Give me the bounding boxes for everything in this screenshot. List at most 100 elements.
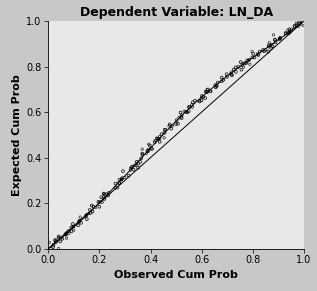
Point	[117, 181, 122, 185]
Point	[244, 61, 249, 65]
Point	[250, 55, 255, 60]
Point	[294, 21, 299, 26]
Point	[252, 55, 257, 60]
Point	[152, 138, 158, 143]
Point	[101, 191, 106, 196]
Point	[174, 122, 179, 126]
Point	[64, 231, 69, 235]
Title: Dependent Variable: LN_DA: Dependent Variable: LN_DA	[80, 6, 273, 19]
Point	[159, 132, 164, 136]
Point	[283, 31, 288, 36]
Point	[56, 234, 61, 239]
Point	[269, 42, 274, 47]
Point	[245, 58, 250, 63]
Point	[179, 113, 184, 118]
Point	[174, 118, 179, 123]
Point	[91, 204, 96, 209]
Point	[296, 24, 301, 29]
Y-axis label: Expected Cum Prob: Expected Cum Prob	[12, 74, 22, 196]
Point	[166, 124, 171, 128]
Point	[278, 36, 283, 40]
Point	[83, 214, 88, 218]
Point	[285, 28, 290, 32]
Point	[297, 19, 302, 24]
Point	[71, 228, 76, 233]
Point	[277, 37, 282, 41]
Point	[241, 65, 246, 69]
Point	[170, 123, 175, 128]
Point	[119, 177, 124, 182]
Point	[69, 225, 74, 230]
Point	[240, 63, 245, 68]
Point	[146, 149, 151, 153]
X-axis label: Observed Cum Prob: Observed Cum Prob	[114, 270, 238, 280]
Point	[76, 219, 81, 224]
Point	[287, 30, 292, 35]
Point	[131, 167, 136, 172]
Point	[104, 192, 109, 196]
Point	[58, 239, 63, 244]
Point	[266, 49, 271, 54]
Point	[298, 22, 303, 26]
Point	[251, 52, 256, 56]
Point	[47, 240, 52, 245]
Point	[301, 23, 306, 28]
Point	[132, 163, 137, 168]
Point	[134, 159, 139, 164]
Point	[270, 44, 275, 48]
Point	[186, 109, 191, 113]
Point	[289, 27, 294, 32]
Point	[266, 43, 271, 48]
Point	[163, 127, 168, 132]
Point	[292, 24, 297, 28]
Point	[53, 240, 58, 244]
Point	[113, 181, 118, 186]
Point	[157, 134, 162, 139]
Point	[179, 114, 184, 119]
Point	[157, 139, 162, 144]
Point	[97, 205, 102, 209]
Point	[64, 236, 69, 241]
Point	[197, 99, 202, 104]
Point	[213, 83, 218, 88]
Point	[219, 79, 224, 84]
Point	[260, 48, 265, 52]
Point	[189, 103, 194, 107]
Point	[66, 229, 71, 233]
Point	[187, 105, 192, 110]
Point	[205, 87, 210, 92]
Point	[273, 40, 278, 45]
Point	[100, 200, 105, 205]
Point	[231, 67, 236, 72]
Point	[263, 47, 268, 52]
Point	[84, 212, 89, 217]
Point	[63, 233, 68, 237]
Point	[140, 151, 145, 156]
Point	[101, 192, 107, 196]
Point	[99, 195, 104, 200]
Point	[129, 165, 134, 170]
Point	[205, 90, 210, 94]
Point	[169, 126, 174, 131]
Point	[96, 200, 101, 204]
Point	[140, 147, 145, 152]
Point	[257, 49, 262, 54]
Point	[93, 205, 98, 210]
Point	[190, 100, 195, 104]
Point	[297, 21, 302, 26]
Point	[283, 31, 288, 35]
Point	[144, 151, 149, 156]
Point	[224, 74, 230, 79]
Point	[243, 61, 248, 65]
Point	[256, 53, 261, 57]
Point	[230, 73, 235, 77]
Point	[178, 110, 183, 115]
Point	[90, 209, 95, 214]
Point	[219, 75, 224, 80]
Point	[101, 195, 106, 199]
Point	[203, 96, 208, 100]
Point	[148, 146, 153, 151]
Point	[97, 200, 102, 204]
Point	[84, 217, 89, 221]
Point	[155, 136, 160, 141]
